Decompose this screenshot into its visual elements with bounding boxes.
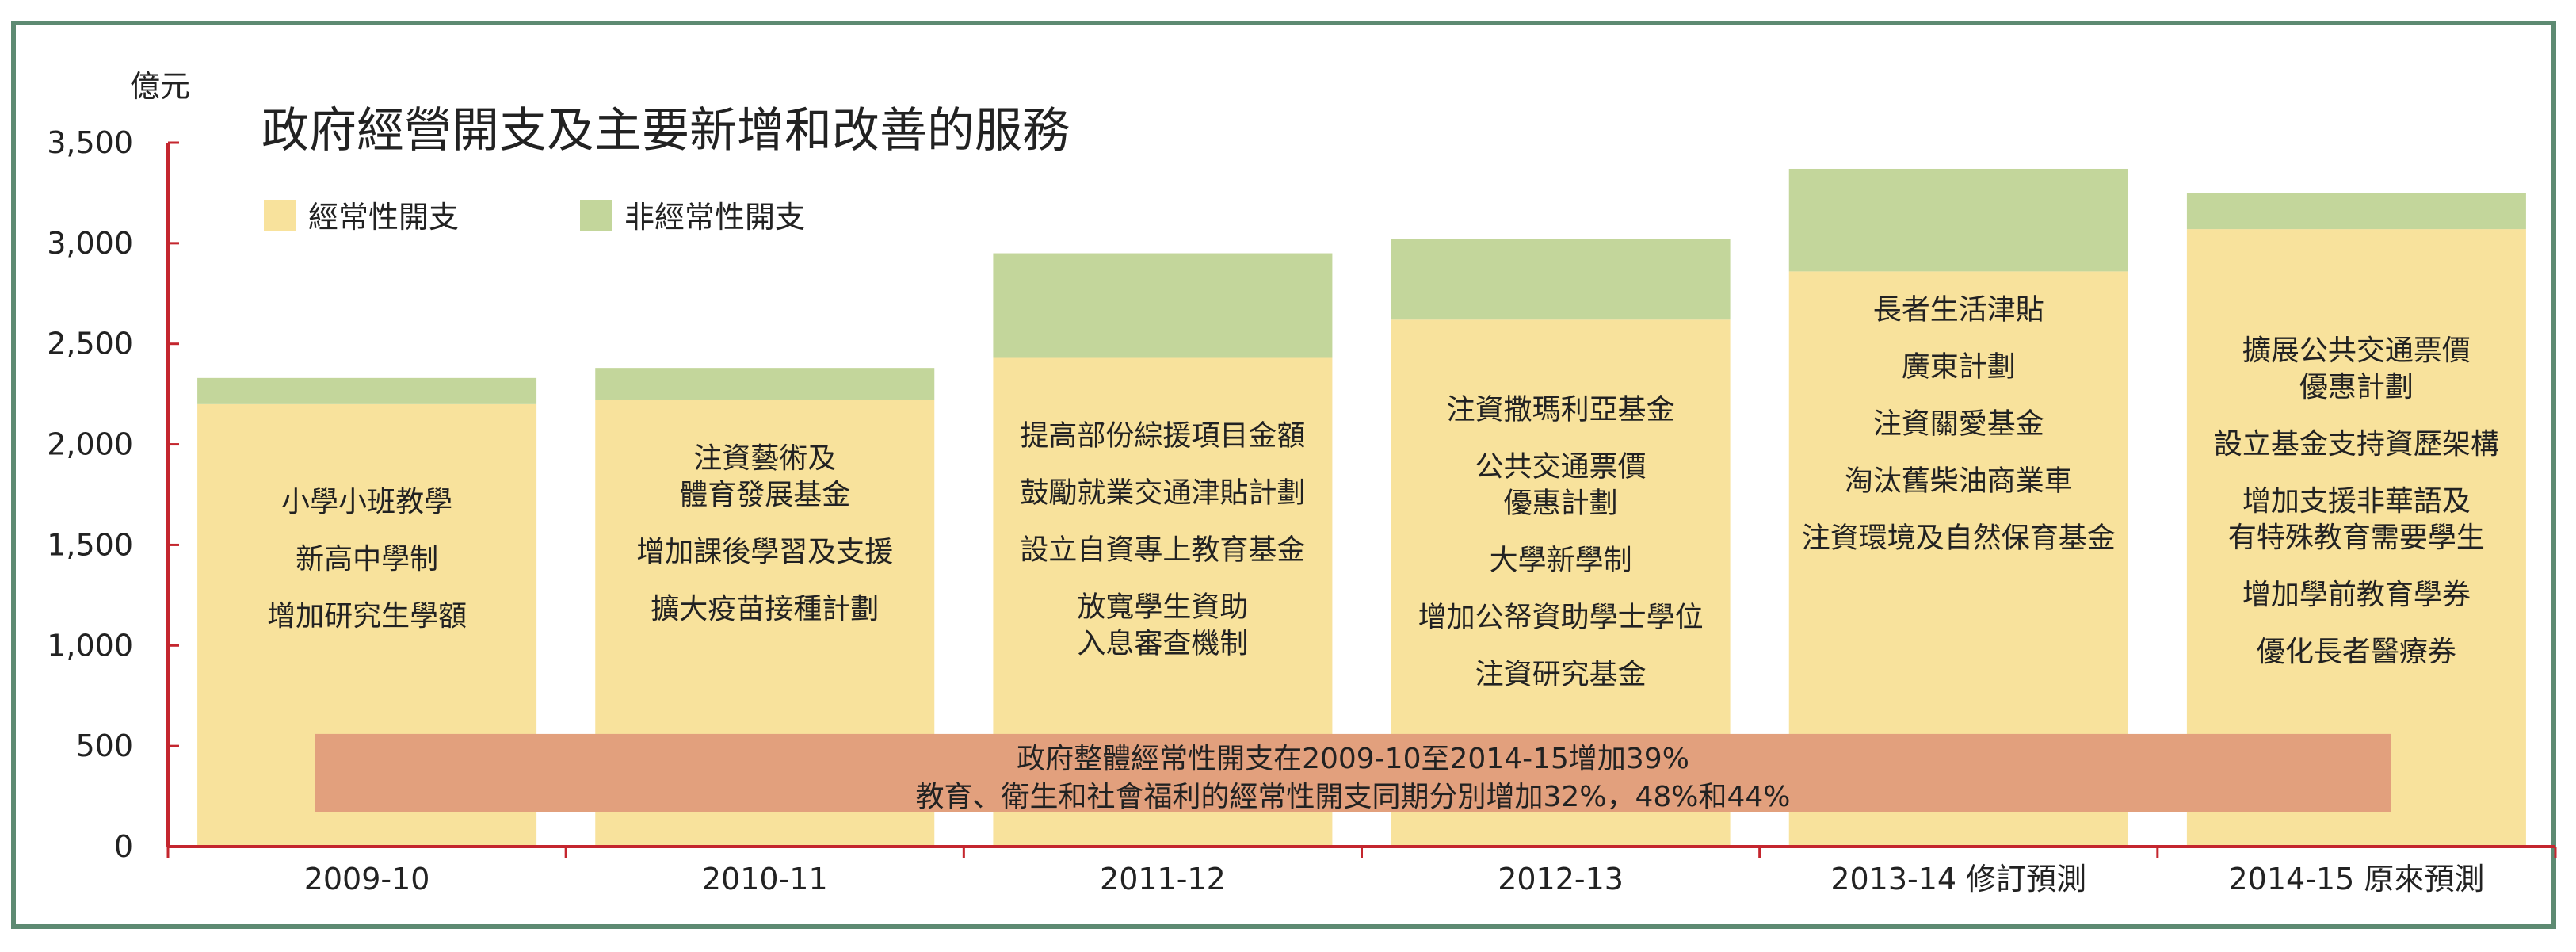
bar-annotation-3-4: 放寬學生資助入息審查機制	[1077, 591, 1248, 660]
y-tick-label: 500	[75, 728, 133, 763]
bar-annotation-6-3: 增加支援非華語及有特殊教育需要學生	[2228, 485, 2485, 554]
chart-frame	[11, 21, 2556, 929]
x-tick-label: 2014-15 原來預測	[2228, 862, 2484, 897]
legend: 經常性開支 非經常性開支	[264, 200, 805, 235]
bar-annotation-5-5: 注資環境及自然保育基金	[1802, 522, 2116, 554]
legend-label-2: 非經常性開支	[624, 200, 805, 235]
y-tick-label: 3,500	[47, 125, 133, 160]
bar-annotation-6-1: 擴展公共交通票價優惠計劃	[2242, 335, 2471, 403]
bar-annotation-5-4: 淘汰舊柴油商業車	[1845, 465, 2073, 497]
bar-annotation-2-3: 擴大疫苗接種計劃	[651, 593, 879, 625]
bar-annotation-3-3: 設立自資專上教育基金	[1020, 533, 1305, 566]
bar-annotation-5-2: 廣東計劃	[1902, 350, 2016, 383]
bar-annotation-4-3: 大學新學制	[1490, 544, 1632, 576]
y-axis-unit-label: 億元	[130, 69, 190, 104]
y-tick-label: 1,000	[47, 628, 133, 663]
y-tick-label: 1,500	[47, 527, 133, 562]
axes: 0 500 1,000 1,500 2,000 2,500 3,000 3,500 2009-1…	[47, 125, 2557, 897]
bar-annotation-line: 優惠計劃	[1504, 487, 1618, 519]
bar-annotation-line: 入息審查機制	[1077, 627, 1248, 660]
bar-annotation-line: 增加支援非華語及	[2242, 485, 2471, 518]
bar-annotation-4-1: 注資撒瑪利亞基金	[1447, 393, 1675, 426]
banner-box	[315, 733, 2391, 812]
bar-annotation-line: 體育發展基金	[679, 479, 850, 511]
bar-annotation-3-2: 鼓勵就業交通津貼計劃	[1020, 476, 1305, 509]
y-tick-label: 3,000	[47, 226, 133, 261]
bar-annotation-6-4: 增加學前教育學券	[2242, 579, 2471, 611]
bar-annotation-1-2: 新高中學制	[296, 543, 438, 575]
bar-annotation-6-5: 優化長者醫療券	[2257, 636, 2456, 668]
chart-title: 政府經營開支及主要新增和改善的服務	[261, 103, 1070, 159]
legend-swatch-2	[580, 200, 612, 231]
x-tick-label: 2010-11	[702, 862, 828, 897]
bar-annotation-line: 擴展公共交通票價	[2242, 335, 2471, 367]
bar-annotation-line: 優惠計劃	[2299, 371, 2414, 403]
bar-nonrecurrent-6	[2186, 193, 2526, 230]
bar-annotation-3-1: 提高部份綜援項目金額	[1020, 419, 1305, 452]
bar-nonrecurrent-1	[197, 377, 537, 404]
summary-banner: 政府整體經常性開支在2009-10至2014-15增加39% 教育、衛生和社會福利…	[315, 733, 2391, 813]
bar-annotation-1-3: 增加研究生學額	[267, 600, 467, 633]
bar-nonrecurrent-3	[993, 253, 1333, 358]
bar-annotation-4-5: 注資研究基金	[1475, 658, 1647, 690]
bar-annotation-2-1: 注資藝術及體育發展基金	[679, 442, 850, 511]
banner-line-1: 政府整體經常性開支在2009-10至2014-15增加39%	[1017, 743, 1689, 775]
x-tick-label: 2012-13	[1498, 862, 1624, 897]
y-tick-label: 0	[114, 829, 133, 864]
bar-nonrecurrent-2	[595, 368, 935, 400]
bar-annotation-line: 放寬學生資助	[1077, 591, 1248, 623]
x-tick-label: 2011-12	[1100, 862, 1226, 897]
y-tick-label: 2,000	[47, 427, 133, 462]
bar-annotation-4-4: 增加公帑資助學士學位	[1418, 601, 1704, 633]
x-tick-label: 2009-10	[304, 862, 430, 897]
bar-annotation-5-3: 注資關愛基金	[1873, 407, 2044, 440]
bar-nonrecurrent-4	[1391, 239, 1731, 320]
bar-annotation-line: 注資藝術及	[693, 442, 836, 475]
legend-label-1: 經常性開支	[308, 200, 459, 235]
y-tick-label: 2,500	[47, 327, 133, 361]
banner-line-2: 教育、衛生和社會福利的經常性開支同期分別增加32%，48%和44%	[915, 781, 1790, 813]
bar-nonrecurrent-5	[1788, 168, 2128, 272]
bar-annotation-1-1: 小學小班教學	[281, 486, 452, 518]
bar-annotation-4-2: 公共交通票價優惠計劃	[1475, 450, 1647, 519]
bar-annotation-6-2: 設立基金支持資歷架構	[2214, 428, 2499, 461]
bar-annotation-line: 有特殊教育需要學生	[2228, 522, 2485, 554]
legend-swatch-1	[264, 200, 296, 231]
bar-annotation-line: 公共交通票價	[1475, 450, 1647, 483]
bar-annotation-5-1: 長者生活津貼	[1873, 293, 2044, 326]
x-tick-label: 2013-14 修訂預測	[1830, 862, 2086, 897]
bar-annotation-2-2: 增加課後學習及支援	[636, 536, 893, 568]
